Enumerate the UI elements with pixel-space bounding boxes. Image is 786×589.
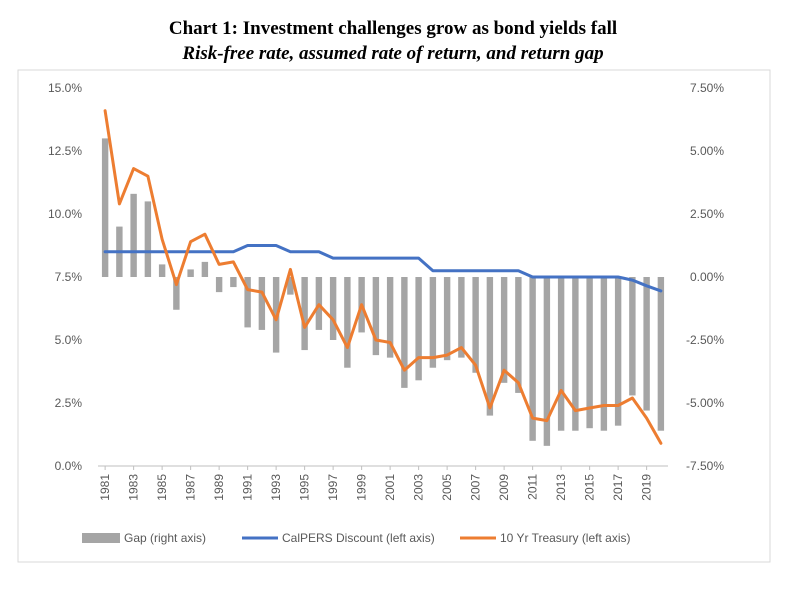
gap-bar: [429, 277, 437, 368]
gap-bar: [586, 277, 593, 429]
gap-bar: [643, 277, 650, 411]
left-axis-tick-label: 10.0%: [48, 207, 82, 221]
gap-bar: [301, 277, 308, 351]
left-axis-tick-label: 12.5%: [48, 144, 82, 158]
gap-bars-layer: [101, 138, 665, 446]
x-axis-tick-label: 1993: [269, 474, 283, 501]
x-axis-tick-label: 1987: [184, 474, 198, 501]
legend-swatch-gap: [82, 533, 120, 543]
x-axis-tick-label: 2001: [383, 474, 397, 501]
gap-bar: [215, 277, 223, 293]
gap-bar: [258, 277, 266, 330]
x-axis-tick-label: 2003: [412, 474, 426, 501]
x-axis-tick-label: 1981: [98, 474, 112, 501]
x-axis-tick-label: 1983: [127, 474, 141, 501]
legend-label-calpers: CalPERS Discount (left axis): [282, 531, 435, 545]
right-axis-tick-label: -5.00%: [686, 396, 724, 410]
gap-bar: [543, 277, 551, 446]
gap-bar: [401, 277, 408, 388]
left-axis-tick-label: 2.5%: [55, 396, 83, 410]
gap-bar: [614, 277, 622, 426]
gap-bar: [629, 277, 636, 396]
right-axis-tick-label: 5.00%: [690, 144, 724, 158]
treasury-10yr-line: [103, 109, 663, 445]
right-axis-tick-label: 2.50%: [690, 207, 724, 221]
gap-bar: [472, 277, 479, 373]
x-axis-tick-label: 1991: [241, 474, 255, 501]
gap-bar: [130, 193, 137, 277]
gap-bar: [173, 277, 180, 310]
legend-label-treasury: 10 Yr Treasury (left axis): [500, 531, 631, 545]
x-axis-tick-label: 2007: [469, 474, 483, 501]
gap-bar: [344, 277, 351, 368]
x-axis-tick-label: 1997: [326, 474, 340, 501]
gap-bar: [529, 277, 536, 441]
right-axis-tick-label: -7.50%: [686, 459, 724, 473]
gap-bar: [244, 277, 251, 328]
x-axis-tick-label: 2019: [640, 474, 654, 501]
gap-bar: [557, 277, 565, 431]
gap-bar: [101, 138, 109, 277]
x-axis-tick-label: 2009: [497, 474, 511, 501]
right-axis-tick-label: 7.50%: [690, 81, 724, 95]
gap-bar: [158, 264, 166, 277]
gap-bar: [386, 277, 394, 358]
x-axis-tick-label: 1985: [155, 474, 169, 501]
gap-bar: [415, 277, 422, 381]
left-axis-tick-label: 5.0%: [55, 333, 83, 347]
gap-bar: [486, 277, 494, 416]
x-axis-tick-label: 2011: [526, 474, 540, 500]
calpers-discount-line: [103, 244, 663, 293]
gap-bar: [458, 277, 465, 358]
gap-bar: [372, 277, 380, 356]
chart-title: Chart 1: Investment challenges grow as b…: [168, 18, 618, 39]
gap-bar: [187, 269, 194, 277]
x-axis-tick-label: 2005: [440, 474, 454, 501]
gap-bar: [287, 277, 294, 295]
gap-bar: [144, 201, 152, 277]
lines-layer: [103, 109, 663, 445]
gap-bar: [443, 277, 451, 361]
left-axis-tick-label: 15.0%: [48, 81, 82, 95]
legend: Gap (right axis) CalPERS Discount (left a…: [82, 531, 631, 545]
left-axis-tick-label: 7.5%: [55, 270, 83, 284]
gap-bar: [500, 277, 508, 383]
gap-bar: [329, 277, 337, 340]
x-axis-tick-label: 2015: [583, 474, 597, 501]
gap-bar: [600, 277, 608, 431]
gap-bar: [515, 277, 522, 393]
right-axis-tick-label: -2.50%: [686, 333, 724, 347]
chart-frame: [17, 69, 771, 563]
chart-subtitle: Risk-free rate, assumed rate of return, …: [182, 43, 604, 64]
gap-bar: [230, 277, 237, 288]
x-axis-tick-label: 1995: [298, 474, 312, 501]
legend-label-gap: Gap (right axis): [124, 531, 206, 545]
right-axis-tick-label: 0.00%: [690, 270, 724, 284]
x-axis-tick-label: 2013: [554, 474, 568, 501]
x-axis-tick-label: 2017: [611, 474, 625, 501]
gap-bar: [572, 277, 579, 431]
x-axis-tick-label: 1989: [212, 474, 226, 501]
x-axis-tick-label: 1999: [355, 474, 369, 501]
axes-layer: 0.0% 2.5% 5.0% 7.5% 10.0% 12.5% 15.0% -7.50% -5.…: [48, 81, 724, 501]
gap-bar: [657, 277, 665, 431]
gap-bar: [201, 261, 209, 277]
left-axis-tick-label: 0.0%: [55, 459, 83, 473]
